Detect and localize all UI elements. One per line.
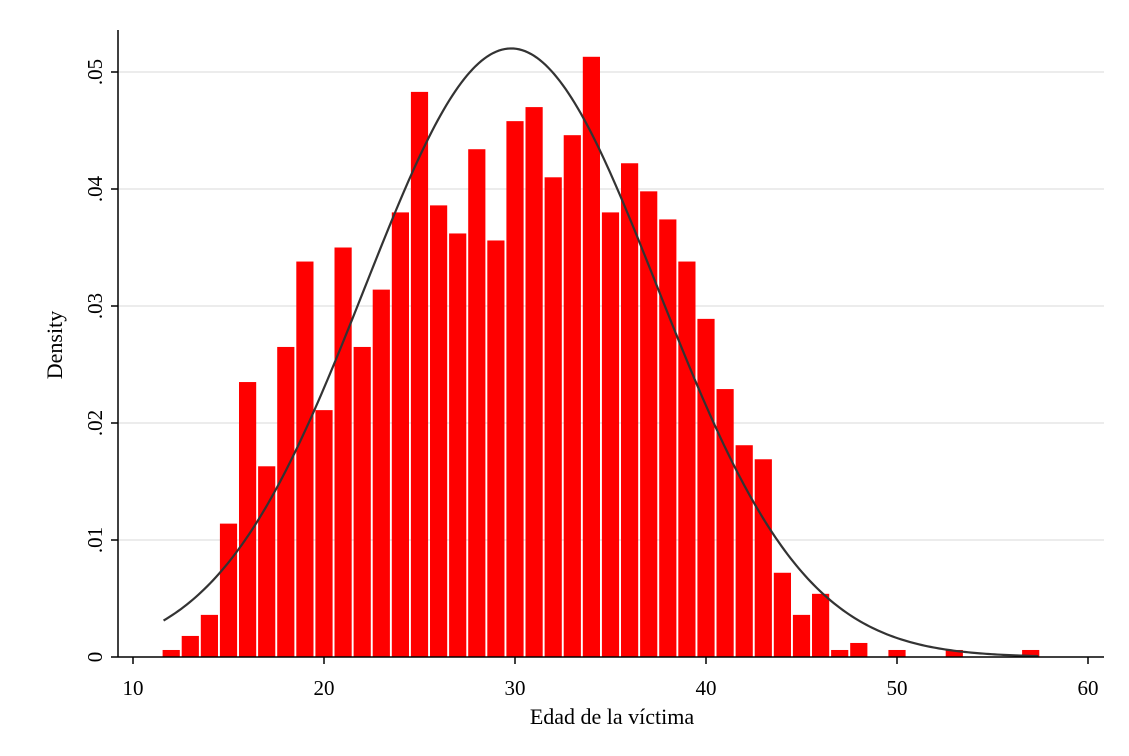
histogram-bar <box>200 614 218 657</box>
histogram-bar <box>372 289 390 657</box>
tick-labels: 0 .01 .02 .03 .04 .05 10 20 30 40 50 60 <box>83 59 1099 700</box>
histogram-bar <box>181 635 199 657</box>
histogram-bar <box>773 572 791 657</box>
histogram-bar <box>487 240 505 658</box>
x-tick-label: 10 <box>123 676 144 700</box>
histogram-bar <box>850 642 868 657</box>
x-tick-label: 40 <box>696 676 717 700</box>
histogram-bar <box>239 382 257 657</box>
histogram-bar <box>601 212 620 657</box>
histogram-bar <box>563 135 581 657</box>
histogram-bar <box>506 121 524 657</box>
histogram-bar <box>391 212 409 657</box>
histogram-bar <box>792 614 811 657</box>
y-tick-label: .05 <box>83 59 107 85</box>
histogram-bar <box>640 191 658 657</box>
histogram-bar <box>162 649 180 657</box>
histogram-bar <box>315 410 333 657</box>
x-tick-label: 20 <box>314 676 335 700</box>
histogram-bar <box>353 346 371 657</box>
y-tick-label: .02 <box>83 410 107 436</box>
x-axis-title: Edad de la víctima <box>530 704 695 729</box>
histogram-bar <box>888 649 906 657</box>
histogram-bar <box>525 107 543 658</box>
histogram-bar <box>468 149 486 657</box>
normal-density-curve <box>162 47 1039 658</box>
histogram-bar <box>621 163 639 657</box>
histogram-bar <box>334 247 352 657</box>
histogram-bar <box>945 649 963 657</box>
histogram-bar <box>812 593 830 657</box>
y-tick-label: .01 <box>83 527 107 553</box>
histogram-bar <box>735 445 753 657</box>
y-tick-label: 0 <box>83 652 107 663</box>
x-tick-label: 30 <box>505 676 526 700</box>
histogram-bar <box>219 523 238 657</box>
histogram-bar <box>544 177 562 658</box>
histogram-bar <box>831 649 849 657</box>
histogram-bar <box>277 346 295 657</box>
y-axis-title: Density <box>42 311 67 379</box>
histogram-bar <box>678 261 696 657</box>
y-tick-label: .04 <box>83 175 107 202</box>
histogram-bar <box>716 389 734 657</box>
axes <box>111 30 1104 664</box>
x-tick-label: 50 <box>887 676 908 700</box>
histogram-bar <box>582 56 600 658</box>
histogram-bar <box>449 233 467 657</box>
x-tick-label: 60 <box>1078 676 1099 700</box>
histogram-bar <box>697 318 715 657</box>
histogram-bar <box>410 91 429 657</box>
histogram-bar <box>430 205 448 657</box>
histogram-bar <box>659 219 677 658</box>
histogram-bar <box>754 459 772 657</box>
histogram-bar <box>296 261 314 657</box>
histogram-bar <box>1022 649 1040 657</box>
y-tick-label: .03 <box>83 293 107 319</box>
